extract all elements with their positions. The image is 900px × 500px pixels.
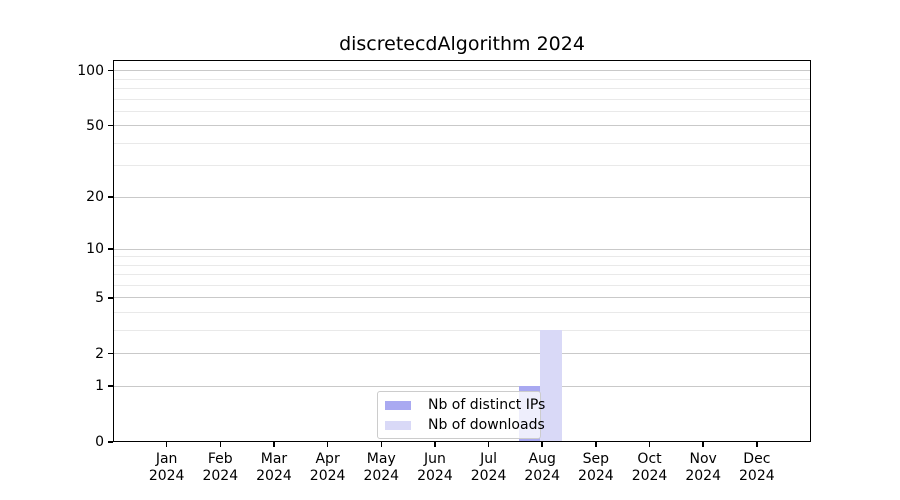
major-gridline [113,70,811,72]
x-tick-label: Nov 2024 [685,451,721,484]
x-tick-label: Jan 2024 [148,451,185,484]
chart-title: discretecdAlgorithm 2024 [339,33,585,55]
legend-label-distinct-ips: Nb of distinct IPs [428,397,546,413]
x-tick-mark [219,442,222,447]
y-tick-label: 50 [86,117,104,134]
major-gridline [113,196,811,198]
y-tick-mark [107,124,113,127]
legend-item-downloads: Nb of downloads [384,417,545,433]
plot-area [113,59,811,442]
y-tick-mark [107,297,113,299]
major-gridline [113,297,811,299]
y-tick-mark [107,385,113,387]
y-tick-label: 2 [95,345,104,362]
minor-gridline [113,329,811,331]
y-tick-label: 20 [86,189,104,206]
x-tick-mark [165,442,168,447]
minor-gridline [113,98,811,100]
y-tick-mark [107,352,113,355]
minor-gridline [113,165,811,167]
x-tick-label: Jul 2024 [470,451,507,484]
x-tick-mark [756,442,758,447]
major-gridline [113,353,811,355]
major-gridline [113,385,811,387]
x-tick-label: Oct 2024 [631,451,668,484]
legend-label-downloads: Nb of downloads [428,417,545,433]
x-tick-mark [380,442,383,447]
legend-item-distinct-ips: Nb of distinct IPs [384,397,545,413]
x-tick-label: Mar 2024 [256,451,292,484]
x-tick-mark [326,442,329,447]
y-tick-label: 5 [95,289,104,306]
minor-gridline [113,78,811,80]
x-tick-mark [541,442,543,447]
major-gridline [113,125,811,127]
x-tick-mark [487,442,490,447]
minor-gridline [113,274,811,276]
minor-gridline [113,87,811,89]
y-tick-label: 100 [77,62,104,79]
legend-swatch-distinct-ips [385,400,411,410]
x-tick-label: Feb 2024 [202,451,239,484]
minor-gridline [113,264,811,266]
x-tick-mark [648,442,651,447]
minor-gridline [113,110,811,112]
bar-downloads [540,330,562,442]
x-tick-label: Dec 2024 [739,451,775,484]
x-tick-label: Sep 2024 [578,451,614,484]
minor-gridline [113,256,811,258]
x-tick-label: Jun 2024 [417,451,453,484]
minor-gridline [113,142,811,144]
x-tick-mark [434,442,436,447]
y-tick-mark [107,196,113,198]
y-tick-mark [107,441,113,443]
y-tick-label: 10 [86,241,104,258]
y-tick-label: 0 [95,434,104,450]
x-tick-mark [702,442,704,447]
legend-swatch-downloads [385,420,411,430]
y-tick-label: 1 [95,378,104,395]
minor-gridline [113,284,811,286]
major-gridline [113,248,811,250]
x-tick-mark [595,442,597,447]
x-tick-label: Aug 2024 [524,451,561,484]
x-tick-mark [273,442,275,447]
y-tick-mark [107,69,113,72]
x-tick-label: May 2024 [363,451,400,484]
y-tick-mark [107,248,113,250]
minor-gridline [113,311,811,313]
x-tick-label: Apr 2024 [309,451,346,484]
legend: Nb of distinct IPs Nb of downloads [377,391,545,439]
